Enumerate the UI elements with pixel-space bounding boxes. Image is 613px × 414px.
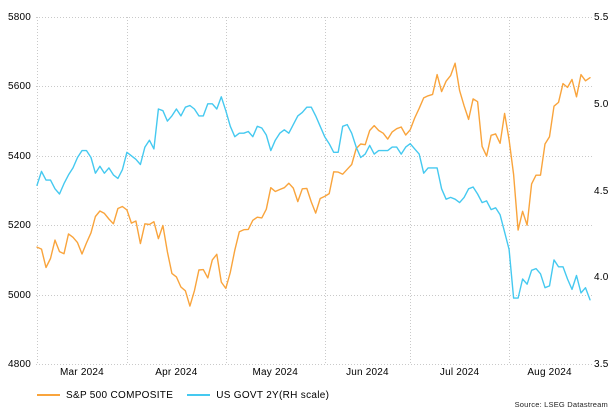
x-axis-month-label: Aug 2024 bbox=[527, 367, 572, 378]
x-axis-month-label: Jun 2024 bbox=[346, 367, 389, 378]
x-axis-month-label: May 2024 bbox=[252, 367, 299, 378]
x-axis-month-label: Apr 2024 bbox=[155, 367, 198, 378]
left-axis-label: 5000 bbox=[7, 289, 31, 301]
left-axis-label: 5400 bbox=[7, 150, 31, 162]
right-axis-label: 5.5 bbox=[594, 12, 609, 23]
x-axis-month-label: Jul 2024 bbox=[439, 367, 480, 378]
series-line-us-govt-2y bbox=[36, 96, 591, 301]
right-axis-label: 3.5 bbox=[594, 359, 609, 370]
right-axis-label: 4.0 bbox=[594, 272, 609, 284]
right-axis-label: 5.0 bbox=[594, 98, 609, 110]
left-axis-label: 4800 bbox=[7, 359, 31, 370]
x-axis-month-label: Mar 2024 bbox=[60, 367, 104, 378]
left-axis-label: 5200 bbox=[7, 220, 31, 232]
legend-swatch-sp500-line bbox=[37, 394, 60, 396]
legend-swatch-us-govt-2y-line bbox=[187, 394, 211, 396]
left-axis-label: 5600 bbox=[7, 81, 31, 93]
right-axis-label: 4.5 bbox=[594, 185, 609, 197]
legend-label-us-govt-2y: US GOVT 2Y(RH scale) bbox=[216, 389, 330, 401]
legend: S&P 500 COMPOSITE US GOVT 2Y(RH scale) bbox=[37, 388, 343, 402]
left-axis-label: 5800 bbox=[7, 12, 31, 23]
source-note: Source: LSEG Datastream bbox=[514, 400, 608, 409]
legend-label-sp500: S&P 500 COMPOSITE bbox=[66, 389, 174, 401]
series-line-sp500 bbox=[36, 62, 591, 307]
